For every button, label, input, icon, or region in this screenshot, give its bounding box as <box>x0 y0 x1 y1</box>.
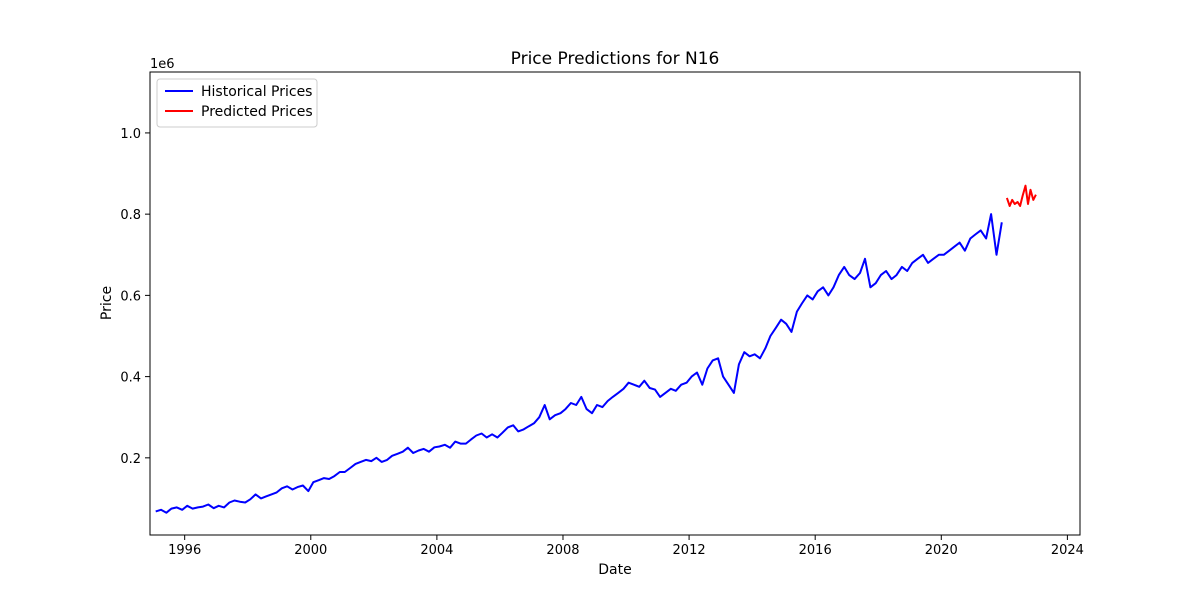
y-tick-label: 0.4 <box>120 371 141 386</box>
x-tick-label: 2016 <box>799 543 832 558</box>
x-tick-label: 2020 <box>925 543 958 558</box>
y-axis-label: Price <box>99 286 115 320</box>
y-axis-ticks: 0.2 0.4 0.6 0.8 1.0 <box>120 127 150 467</box>
series-layer <box>155 184 1037 514</box>
x-tick-label: 2024 <box>1051 543 1084 558</box>
x-tick-label: 2004 <box>420 543 453 558</box>
legend-label-historical: Historical Prices <box>201 84 312 100</box>
x-tick-label: 2012 <box>673 543 706 558</box>
legend: Historical Prices Predicted Prices <box>156 78 318 128</box>
x-tick-label: 2000 <box>294 543 327 558</box>
x-axis-label: Date <box>598 562 631 578</box>
y-axis-multiplier: 1e6 <box>150 57 175 72</box>
legend-box <box>156 78 318 128</box>
y-tick-label: 1.0 <box>120 127 141 142</box>
y-tick-label: 0.2 <box>120 452 141 467</box>
series-line-predicted-prices <box>1005 184 1037 207</box>
x-axis-ticks: 1996 2000 2004 2008 2012 2016 2020 2024 <box>168 535 1084 558</box>
series-line-historical-prices <box>155 213 1003 514</box>
y-tick-label: 0.6 <box>120 289 141 304</box>
legend-label-predicted: Predicted Prices <box>201 104 313 120</box>
plot-area <box>149 71 1081 536</box>
x-tick-label: 2008 <box>546 543 579 558</box>
chart-title: Price Predictions for N16 <box>511 49 720 69</box>
x-tick-label: 1996 <box>168 543 201 558</box>
y-tick-label: 0.8 <box>120 208 141 223</box>
plot-frame <box>149 71 1081 536</box>
